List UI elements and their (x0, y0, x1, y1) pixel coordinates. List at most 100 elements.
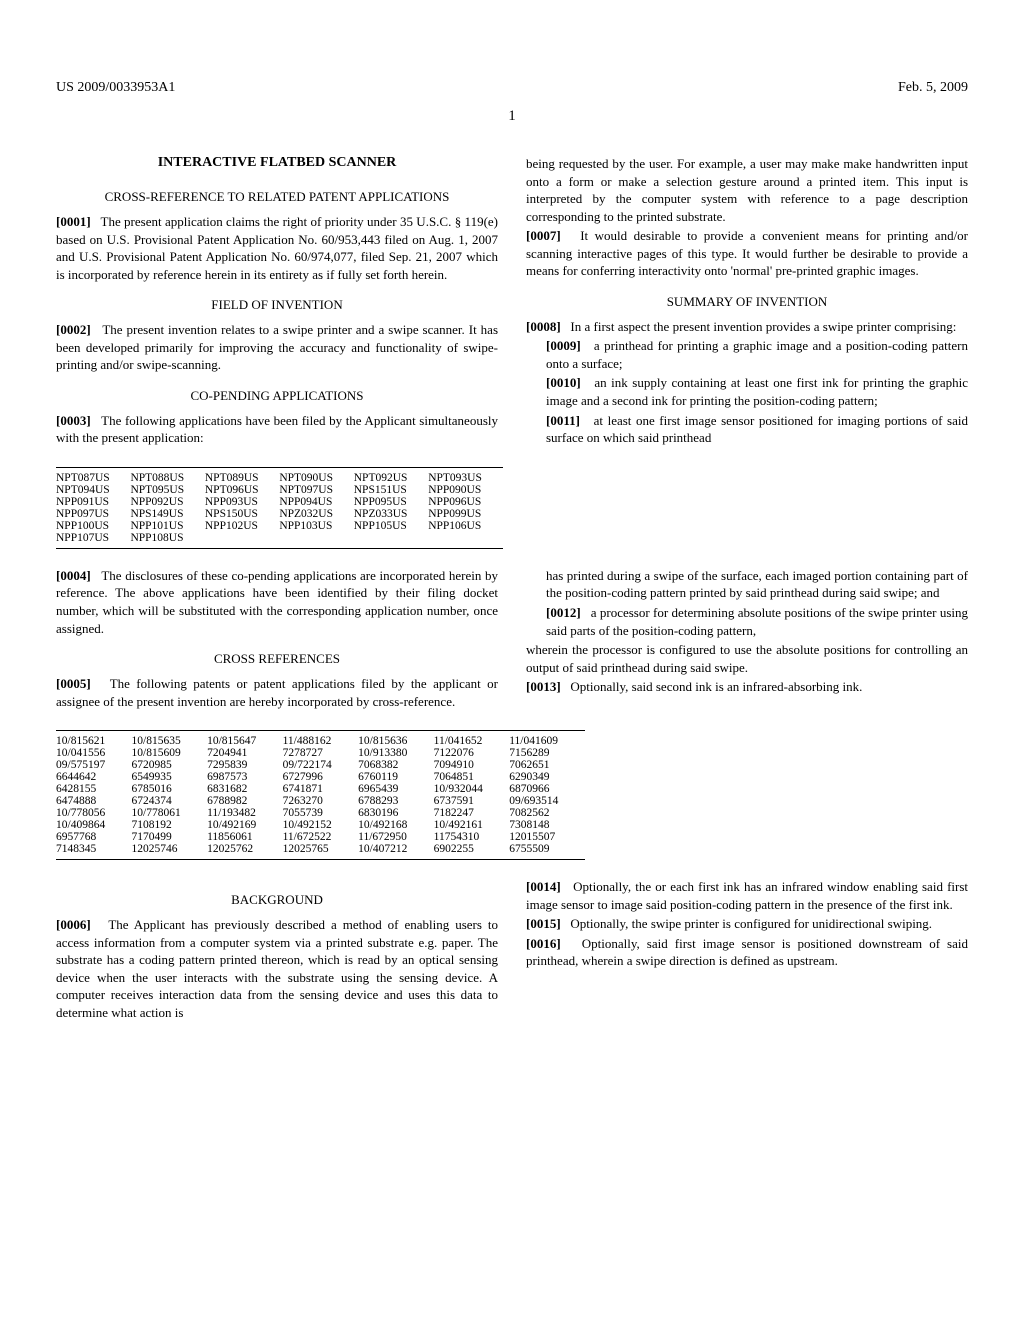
table-cell: 10/815636 (358, 735, 434, 747)
table-cell: 6965439 (358, 783, 434, 795)
table-cell: 10/492152 (283, 819, 359, 831)
table-cell: 09/693514 (509, 795, 585, 807)
para-10: [0010] an ink supply containing at least… (526, 374, 968, 409)
para-7: [0007] It would desirable to provide a c… (526, 227, 968, 280)
table-cell: 09/722174 (283, 759, 359, 771)
para-6: [0006] The Applicant has previously desc… (56, 916, 498, 1021)
table-cell: NPP108US (130, 532, 204, 544)
table-row: NPP100USNPP101USNPP102USNPP103USNPP105US… (56, 520, 503, 532)
table-cell: NPP102US (205, 520, 279, 532)
table-cell: 12025746 (132, 843, 208, 855)
table-cell: NPT094US (56, 484, 130, 496)
table-row: NPP107USNPP108US (56, 532, 503, 544)
para-1: [0001] The present application claims th… (56, 213, 498, 283)
table-cell: 6788982 (207, 795, 283, 807)
table-cell: 11/041609 (509, 735, 585, 747)
para-15: [0015] Optionally, the swipe printer is … (526, 915, 968, 933)
table-cell (279, 532, 353, 544)
table-cell: 6428155 (56, 783, 132, 795)
bottom-columns: BACKGROUND [0006] The Applicant has prev… (56, 878, 968, 1023)
table-cell: 7062651 (509, 759, 585, 771)
para-12: [0012] a processor for determining absol… (526, 604, 968, 639)
table-cell: 6760119 (358, 771, 434, 783)
para-4: [0004] The disclosures of these co-pendi… (56, 567, 498, 637)
table-cell: 7094910 (434, 759, 510, 771)
table-row: 6644642654993569875736727996676011970648… (56, 771, 585, 783)
table-cell: NPP090US (428, 484, 502, 496)
table-row: 10/77805610/77806111/1934827055739683019… (56, 807, 585, 819)
table-row: NPP097USNPS149USNPS150USNPZ032USNPZ033US… (56, 508, 503, 520)
table-cell: 6831682 (207, 783, 283, 795)
mid-columns: [0004] The disclosures of these co-pendi… (56, 567, 968, 712)
table-cell: NPT087US (56, 472, 130, 484)
para-14: [0014] Optionally, the or each first ink… (526, 878, 968, 913)
table-cell: 10/492169 (207, 819, 283, 831)
table-cell: 12025765 (283, 843, 359, 855)
left-column: INTERACTIVE FLATBED SCANNER CROSS-REFERE… (56, 155, 498, 449)
publication-number: US 2009/0033953A1 (56, 80, 175, 96)
table-cell: 10/815635 (132, 735, 208, 747)
table-cell: 10/815609 (132, 747, 208, 759)
para-8: [0008] In a first aspect the present inv… (526, 318, 968, 336)
publication-date: Feb. 5, 2009 (898, 80, 968, 96)
table-cell: 11/672522 (283, 831, 359, 843)
table-cell: NPT097US (279, 484, 353, 496)
table-cell: NPP105US (354, 520, 428, 532)
table-cell: NPP103US (279, 520, 353, 532)
table-cell: 6727996 (283, 771, 359, 783)
table-cell: 6870966 (509, 783, 585, 795)
section-copending: CO-PENDING APPLICATIONS (56, 388, 498, 404)
table-cell: 7108192 (132, 819, 208, 831)
table-cell: 10/407212 (358, 843, 434, 855)
table-cell: 6549935 (132, 771, 208, 783)
table-cell: NPP093US (205, 496, 279, 508)
table-cell: 11/193482 (207, 807, 283, 819)
para-11-cont: has printed during a swipe of the surfac… (526, 567, 968, 602)
section-cross-ref: CROSS-REFERENCE TO RELATED PATENT APPLIC… (56, 189, 498, 205)
table-row: NPT087USNPT088USNPT089USNPT090USNPT092US… (56, 472, 503, 484)
table-cell: NPP095US (354, 496, 428, 508)
table-cell: 10/492168 (358, 819, 434, 831)
table-cell: 12025762 (207, 843, 283, 855)
table-cell: 11/672950 (358, 831, 434, 843)
table-cell: 6785016 (132, 783, 208, 795)
table-cell: 7068382 (358, 759, 434, 771)
table-cell: 7170499 (132, 831, 208, 843)
section-background: BACKGROUND (56, 892, 498, 908)
para-3: [0003] The following applications have b… (56, 412, 498, 447)
table-cell: 10/041556 (56, 747, 132, 759)
table-cell: 10/913380 (358, 747, 434, 759)
table-cell: NPS151US (354, 484, 428, 496)
table-cell: 6720985 (132, 759, 208, 771)
table-cell: 7148345 (56, 843, 132, 855)
table-row: 6474888672437467889827263270678829367375… (56, 795, 585, 807)
page-number: 1 (56, 108, 968, 125)
table-cell: 7308148 (509, 819, 585, 831)
table-cell: NPP094US (279, 496, 353, 508)
table-cell: NPP101US (130, 520, 204, 532)
left-column-2: [0004] The disclosures of these co-pendi… (56, 567, 498, 712)
table-row: NPT094USNPT095USNPT096USNPT097USNPS151US… (56, 484, 503, 496)
table-cell: 10/815647 (207, 735, 283, 747)
table-cell: NPP097US (56, 508, 130, 520)
table-cell: NPP100US (56, 520, 130, 532)
doc-title: INTERACTIVE FLATBED SCANNER (56, 155, 498, 171)
table-cell: NPT093US (428, 472, 502, 484)
table-cell: 11/041652 (434, 735, 510, 747)
table-cell: 7295839 (207, 759, 283, 771)
table-cell: NPP091US (56, 496, 130, 508)
table-cell: 7278727 (283, 747, 359, 759)
table-cell: 11856061 (207, 831, 283, 843)
table-cell: 7263270 (283, 795, 359, 807)
left-column-3: BACKGROUND [0006] The Applicant has prev… (56, 878, 498, 1023)
table-cell: 10/932044 (434, 783, 510, 795)
table-cell: 7156289 (509, 747, 585, 759)
table-cell: 6737591 (434, 795, 510, 807)
table-cell: NPZ033US (354, 508, 428, 520)
table-row: 10/04155610/8156097204941727872710/91338… (56, 747, 585, 759)
table-row: 10/409864710819210/49216910/49215210/492… (56, 819, 585, 831)
section-field: FIELD OF INVENTION (56, 297, 498, 313)
table-cell: 7182247 (434, 807, 510, 819)
table-cell: 7204941 (207, 747, 283, 759)
table-cell: 11754310 (434, 831, 510, 843)
